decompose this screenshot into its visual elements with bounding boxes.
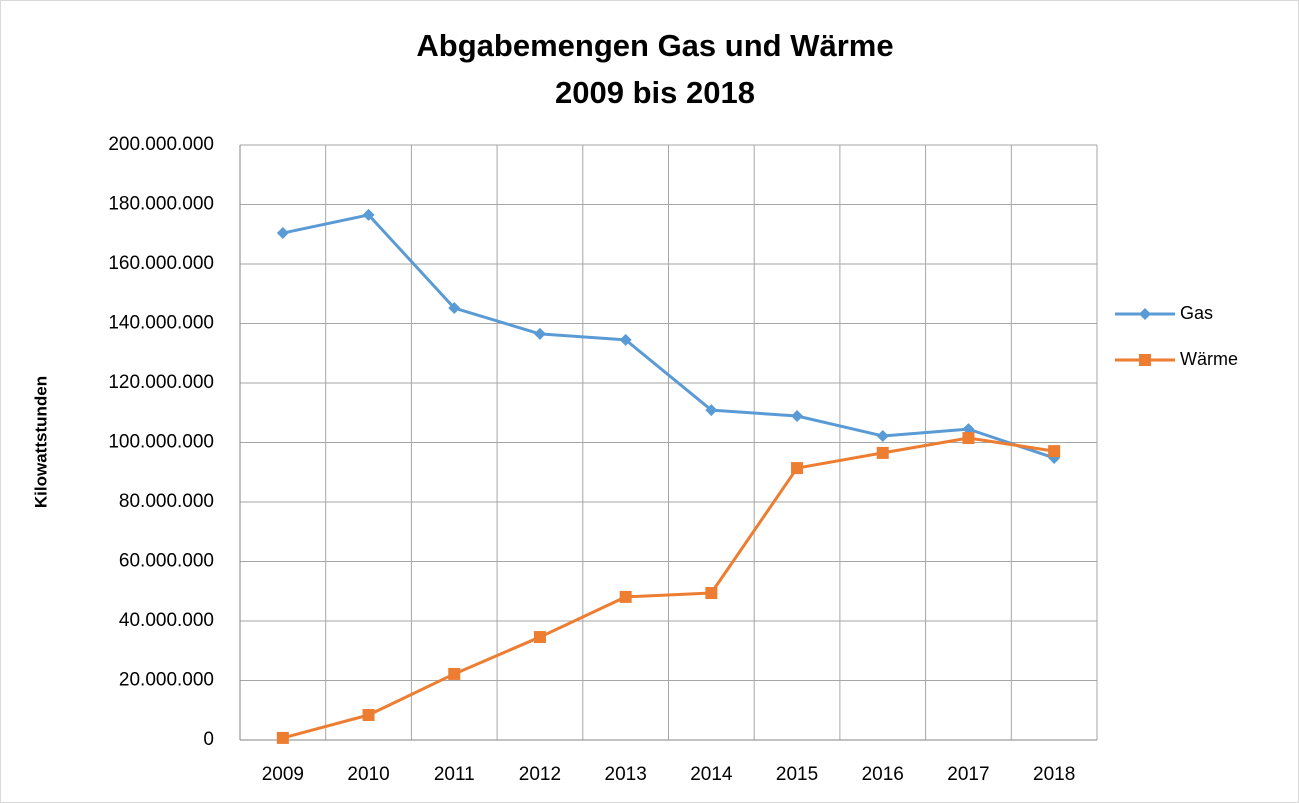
y-tick-label: 40.000.000: [119, 610, 214, 631]
legend-marker: [1139, 354, 1151, 366]
y-axis-title: Kilowattstunden: [31, 376, 50, 508]
x-tick-label: 2013: [605, 764, 647, 785]
x-tick-label: 2014: [690, 764, 733, 785]
x-tick-label: 2011: [434, 764, 475, 785]
data-point: [362, 709, 375, 722]
y-tick-label: 180.000.000: [108, 194, 214, 215]
data-point: [876, 429, 889, 442]
x-tick-label: 2015: [776, 764, 818, 785]
x-tick-label: 2009: [262, 764, 304, 785]
y-tick-label: 140.000.000: [108, 313, 214, 334]
data-point: [276, 731, 289, 744]
x-tick-label: 2010: [347, 764, 389, 785]
data-point: [791, 410, 804, 423]
data-point: [705, 404, 718, 417]
chart-title: Abgabemengen Gas und Wärme: [416, 28, 893, 63]
data-point: [705, 587, 718, 600]
data-point: [533, 327, 546, 340]
x-tick-label: 2017: [947, 764, 989, 785]
data-point: [448, 302, 461, 315]
y-tick-label: 160.000.000: [108, 253, 214, 274]
chart-title: 2009 bis 2018: [555, 75, 755, 110]
y-tick-label: 80.000.000: [119, 491, 214, 512]
data-point: [276, 227, 289, 240]
y-tick-label: 60.000.000: [119, 551, 214, 572]
legend-label: Gas: [1180, 303, 1213, 323]
x-tick-label: 2016: [862, 764, 904, 785]
y-tick-label: 120.000.000: [108, 372, 214, 393]
data-point: [533, 631, 546, 644]
data-point: [362, 208, 375, 221]
data-point: [448, 667, 461, 680]
data-point: [962, 432, 975, 445]
y-tick-label: 100.000.000: [108, 432, 214, 453]
legend-marker: [1139, 308, 1151, 320]
y-tick-label: 20.000.000: [119, 670, 214, 691]
data-point: [619, 333, 632, 346]
x-tick-label: 2012: [519, 764, 561, 785]
data-point: [619, 590, 632, 603]
data-point: [1048, 445, 1061, 458]
y-tick-label: 200.000.000: [108, 134, 214, 155]
series-line: [282, 436, 1055, 740]
data-point: [791, 462, 804, 475]
series-line: [282, 213, 1055, 460]
legend-label: Wärme: [1180, 349, 1238, 369]
y-tick-label: 0: [203, 729, 214, 750]
data-point: [876, 446, 889, 459]
x-tick-label: 2018: [1033, 764, 1075, 785]
